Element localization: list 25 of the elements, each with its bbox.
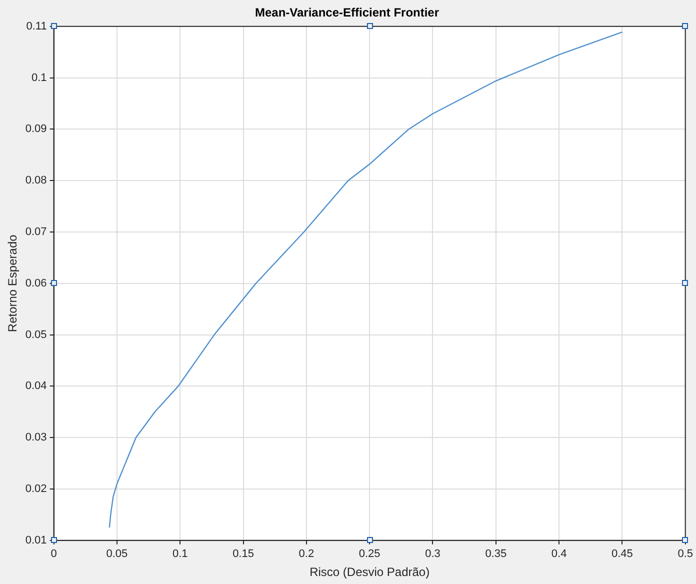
x-tick-label: 0 bbox=[50, 548, 57, 560]
y-tick-label: 0.07 bbox=[25, 226, 47, 238]
y-tick-label: 0.09 bbox=[25, 123, 47, 136]
y-tick-label: 0.08 bbox=[25, 174, 47, 187]
x-tick-label: 0.45 bbox=[611, 548, 633, 560]
x-tick-label: 0.25 bbox=[358, 548, 380, 560]
y-tick-label: 0.06 bbox=[25, 277, 47, 290]
x-axis-title: Risco (Desvio Padrão) bbox=[310, 565, 430, 580]
y-tick-label: 0.02 bbox=[25, 483, 47, 496]
x-tick-label: 0.3 bbox=[425, 548, 440, 560]
y-axis-title: Retorno Esperado bbox=[6, 234, 20, 332]
x-tick-label: 0.2 bbox=[298, 548, 314, 560]
y-tick-label: 0.05 bbox=[25, 328, 47, 341]
y-tick-label: 0.04 bbox=[25, 380, 47, 392]
y-tick-label: 0.1 bbox=[32, 72, 47, 84]
x-tick-label: 0.05 bbox=[106, 548, 128, 560]
y-tick-label: 0.01 bbox=[25, 534, 47, 546]
y-tick-label: 0.11 bbox=[26, 20, 47, 32]
x-tick-label: 0.35 bbox=[485, 548, 507, 560]
x-tick-label: 0.5 bbox=[678, 548, 694, 560]
x-tick-label: 0.1 bbox=[172, 548, 188, 560]
x-tick-label: 0.4 bbox=[551, 548, 567, 560]
x-tick-label: 0.15 bbox=[232, 548, 254, 560]
y-tick-label: 0.03 bbox=[25, 432, 47, 444]
chart-title: Mean-Variance-Efficient Frontier bbox=[254, 6, 440, 20]
